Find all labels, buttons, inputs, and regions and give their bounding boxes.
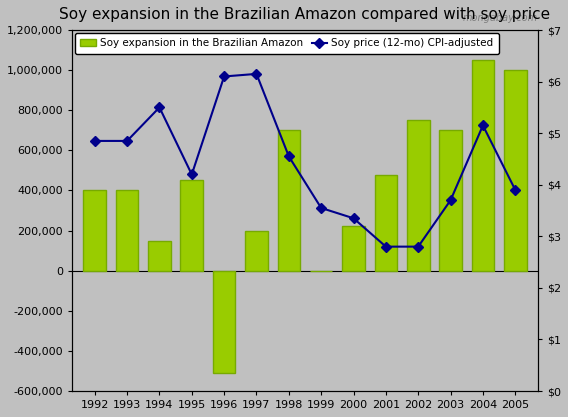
Soy price (12-mo) CPI-adjusted <box>318 206 324 211</box>
Soy price (12-mo) CPI-adjusted <box>512 187 519 192</box>
Legend: Soy expansion in the Brazilian Amazon, Soy price (12-mo) CPI-adjusted: Soy expansion in the Brazilian Amazon, S… <box>75 33 499 54</box>
Text: mongabay.com: mongabay.com <box>463 13 538 23</box>
Bar <box>181 181 203 271</box>
Bar <box>374 176 397 271</box>
Bar <box>342 226 365 271</box>
Soy price (12-mo) CPI-adjusted <box>91 138 98 143</box>
Title: Soy expansion in the Brazilian Amazon compared with soy price: Soy expansion in the Brazilian Amazon co… <box>60 7 550 22</box>
Bar <box>278 131 300 271</box>
Line: Soy price (12-mo) CPI-adjusted: Soy price (12-mo) CPI-adjusted <box>91 70 519 250</box>
Bar <box>439 131 462 271</box>
Bar <box>245 231 268 271</box>
Soy price (12-mo) CPI-adjusted <box>479 123 486 128</box>
Soy price (12-mo) CPI-adjusted <box>350 216 357 221</box>
Soy price (12-mo) CPI-adjusted <box>221 74 228 79</box>
Soy price (12-mo) CPI-adjusted <box>156 105 163 110</box>
Soy price (12-mo) CPI-adjusted <box>415 244 421 249</box>
Bar <box>83 191 106 271</box>
Bar <box>471 60 494 271</box>
Bar <box>504 70 527 271</box>
Bar <box>213 271 236 373</box>
Soy price (12-mo) CPI-adjusted <box>253 71 260 76</box>
Bar <box>148 241 171 271</box>
Soy price (12-mo) CPI-adjusted <box>189 172 195 177</box>
Soy price (12-mo) CPI-adjusted <box>285 154 292 159</box>
Bar <box>407 120 429 271</box>
Soy price (12-mo) CPI-adjusted <box>447 198 454 203</box>
Soy price (12-mo) CPI-adjusted <box>124 138 131 143</box>
Soy price (12-mo) CPI-adjusted <box>382 244 389 249</box>
Bar <box>116 191 139 271</box>
